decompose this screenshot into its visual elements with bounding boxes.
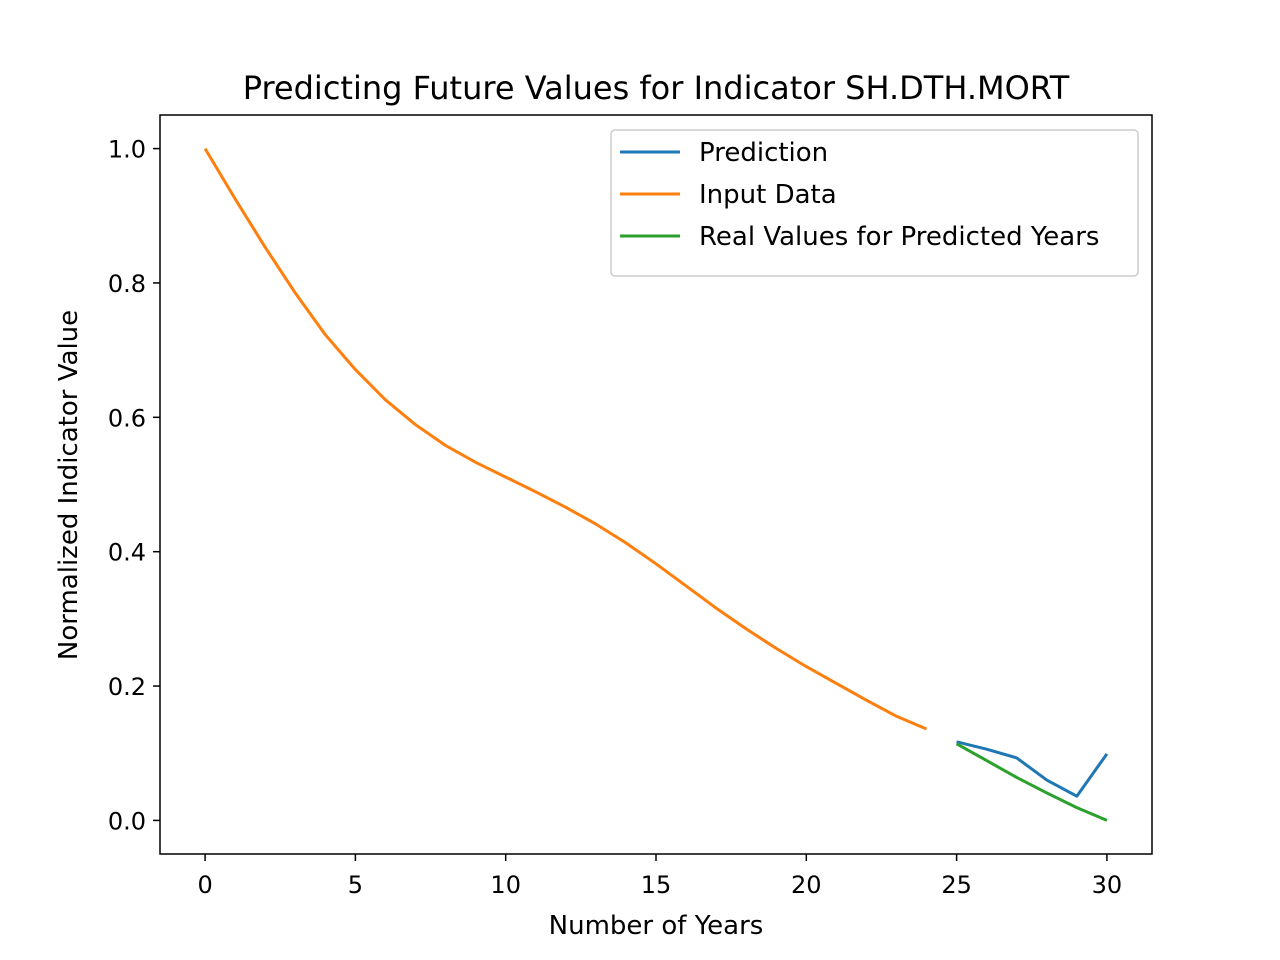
y-tick-label: 0.6 xyxy=(108,404,146,432)
legend: Prediction Input Data Real Values for Pred… xyxy=(610,129,1139,277)
series-line-real-values-for-predicted-years xyxy=(955,742,1108,822)
x-tick-label: 15 xyxy=(641,871,672,899)
x-axis-label: Number of Years xyxy=(549,911,764,941)
series-line-prediction xyxy=(956,740,1109,798)
x-axis: 0 5 10 15 20 25 30 xyxy=(197,854,1122,899)
y-tick-label: 0.8 xyxy=(108,270,146,298)
y-tick-label: 0.2 xyxy=(108,673,146,701)
legend-label-input-data: Input Data xyxy=(699,180,837,210)
x-tick-label: 5 xyxy=(348,871,363,899)
legend-label-prediction: Prediction xyxy=(699,138,828,168)
x-tick-label: 30 xyxy=(1092,871,1123,899)
x-tick-label: 10 xyxy=(490,871,521,899)
y-tick-label: 1.0 xyxy=(108,136,146,164)
legend-label-real-values-for-predicted-years: Real Values for Predicted Years xyxy=(699,222,1099,252)
x-tick-label: 25 xyxy=(941,871,972,899)
legend-box xyxy=(610,129,1139,277)
chart-title: Predicting Future Values for Indicator S… xyxy=(243,69,1070,107)
y-axis: 0.0 0.2 0.4 0.6 0.8 1.0 xyxy=(108,136,160,835)
y-tick-label: 0.0 xyxy=(108,807,146,835)
x-tick-label: 0 xyxy=(197,871,212,899)
series-line-input-data xyxy=(203,147,928,731)
x-tick-label: 20 xyxy=(791,871,822,899)
y-tick-label: 0.4 xyxy=(108,539,146,567)
y-axis-label: Normalized Indicator Value xyxy=(54,310,84,660)
